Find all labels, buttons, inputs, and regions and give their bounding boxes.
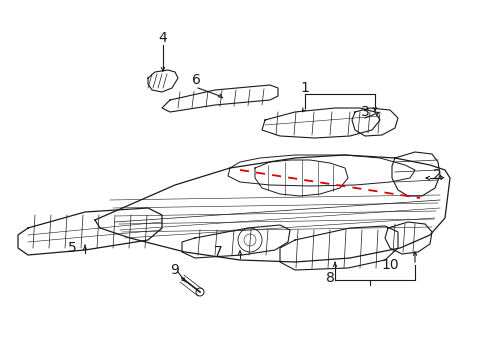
Text: 6: 6 (191, 73, 200, 87)
Text: 7: 7 (213, 245, 222, 259)
Text: 4: 4 (158, 31, 167, 45)
Text: 10: 10 (381, 258, 398, 272)
Text: 2: 2 (432, 168, 441, 182)
Text: 5: 5 (67, 241, 76, 255)
Text: 1: 1 (300, 81, 309, 95)
Text: 9: 9 (170, 263, 179, 277)
Text: 3: 3 (360, 105, 368, 119)
Text: 8: 8 (325, 271, 334, 285)
